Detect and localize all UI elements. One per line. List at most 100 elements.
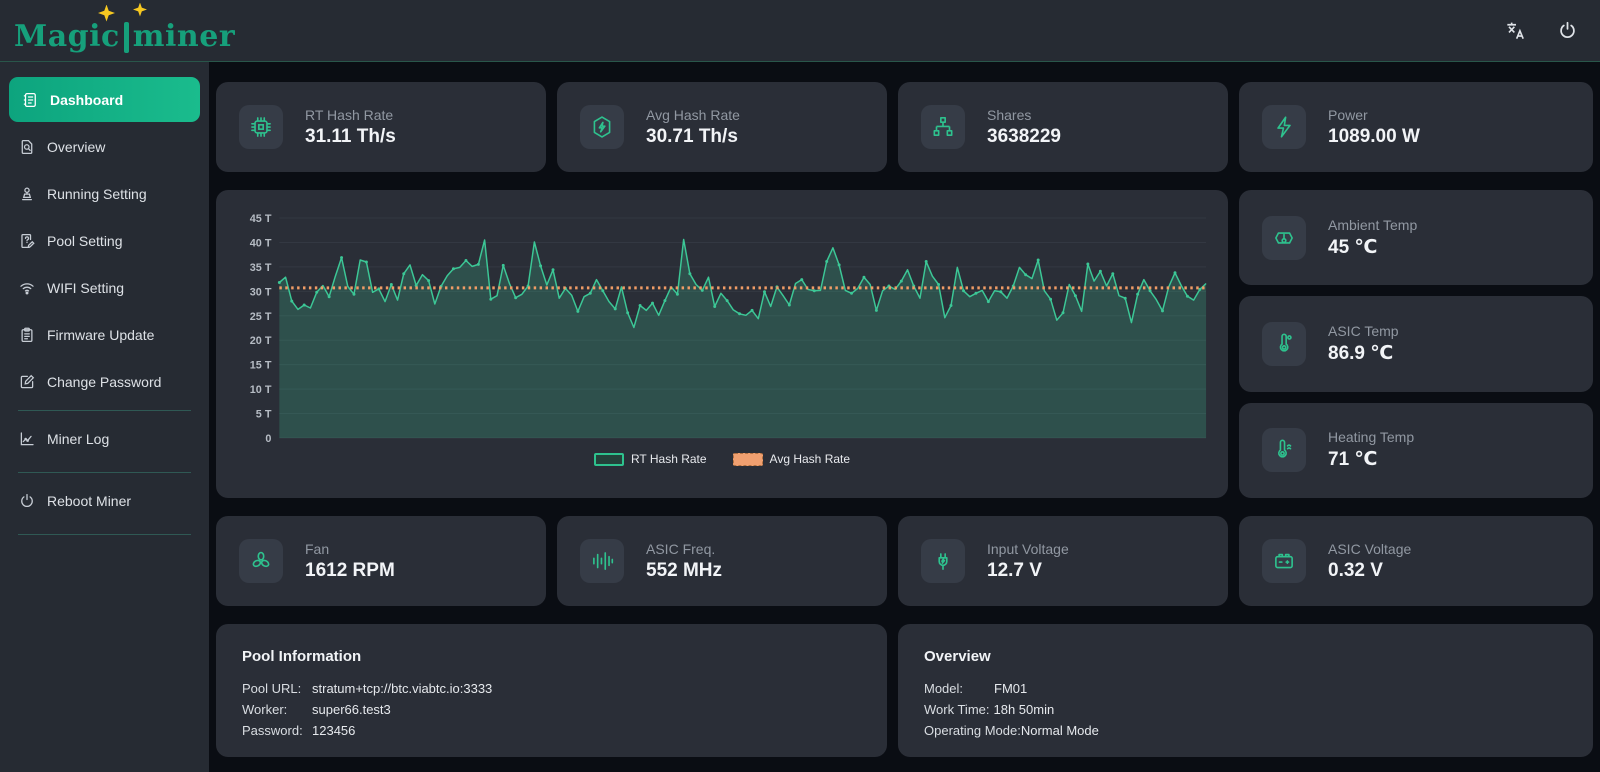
wifi-icon [18,279,36,297]
rt-hash-rate-swatch [594,453,624,466]
legend-label: Avg Hash Rate [770,452,851,466]
app-logo: Magic miner [14,0,235,62]
sidebar: Dashboard Overview Running Setting Pool … [0,62,209,772]
svg-text:15 T: 15 T [250,360,272,372]
stat-label: Fan [305,541,395,557]
sidebar-item-label: Change Password [47,374,161,390]
dashboard-icon [21,91,39,109]
sidebar-item-label: Firmware Update [47,327,154,343]
logo-text-miner: miner [133,12,235,62]
logo-text-magic: Magic [14,12,120,62]
stat-card-shares: Shares 3638229 [898,82,1228,172]
stat-card-input-voltage: Input Voltage 12.7 V [898,516,1228,606]
file-search-icon [18,138,36,156]
stat-card-power: Power 1089.00 W [1239,82,1593,172]
stat-card-fan: Fan 1612 RPM [216,516,546,606]
translate-icon [1504,19,1527,42]
operating-mode-row: Operating Mode: Normal Mode [924,723,1567,738]
chip-icon [239,105,283,149]
sidebar-item-label: Dashboard [50,92,123,108]
reboot-power-icon [18,492,36,510]
thermometer-degree-icon [1262,322,1306,366]
legend-label: RT Hash Rate [631,452,707,466]
sidebar-item-change-password[interactable]: Change Password [0,358,209,405]
edit-square-icon [18,373,36,391]
panel-title: Overview [924,648,1567,665]
pool-url-row: Pool URL: stratum+tcp://btc.viabtc.io:33… [242,681,861,696]
sidebar-item-miner-log[interactable]: Miner Log [0,411,209,467]
stat-card-asic-temp: ASIC Temp 86.9 ℃ [1239,296,1593,391]
model-row: Model: FM01 [924,681,1567,696]
stat-value: 71 ℃ [1328,448,1414,471]
sidebar-item-running-setting[interactable]: Running Setting [0,170,209,217]
sidebar-item-overview[interactable]: Overview [0,123,209,170]
stat-card-heating-temp: Heating Temp 71 ℃ [1239,403,1593,498]
sidebar-item-wifi-setting[interactable]: WIFI Setting [0,264,209,311]
hashrate-chart-card: 05 T10 T15 T20 T25 T30 T35 T40 T45 T RT … [216,190,1228,498]
sidebar-item-label: Overview [47,139,105,155]
sidebar-item-label: Pool Setting [47,233,123,249]
stat-label: Shares [987,107,1061,123]
sidebar-item-label: Miner Log [47,431,109,447]
password-row: Password: 123456 [242,723,861,738]
battery-icon [1262,539,1306,583]
overview-panel: Overview Model: FM01 Work Time: 18h 50mi… [898,624,1593,757]
bolt-icon [1262,105,1306,149]
svg-text:25 T: 25 T [250,311,272,323]
sidebar-item-reboot-miner[interactable]: Reboot Miner [0,473,209,529]
hashrate-chart: 05 T10 T15 T20 T25 T30 T35 T40 T45 T [234,204,1210,446]
svg-text:5 T: 5 T [256,408,272,420]
stat-label: Avg Hash Rate [646,107,740,123]
sidebar-divider [18,534,191,535]
clipboard-icon [18,326,36,344]
svg-text:10 T: 10 T [250,384,272,396]
fan-icon [239,539,283,583]
stat-value: 86.9 ℃ [1328,342,1399,365]
stat-label: Ambient Temp [1328,217,1417,233]
ambient-thermometer-icon [1262,216,1306,260]
network-icon [921,105,965,149]
chart-line-icon [18,430,36,448]
stat-value: 30.71 Th/s [646,126,740,148]
stat-label: Heating Temp [1328,429,1414,445]
language-translate-button[interactable] [1504,19,1527,42]
main-content: RT Hash Rate 31.11 Th/s Avg Hash Rate 30… [209,62,1600,772]
stat-label: ASIC Temp [1328,323,1399,339]
hexagon-bolt-icon [580,105,624,149]
pool-information-panel: Pool Information Pool URL: stratum+tcp:/… [216,624,887,757]
stat-value: 45 ℃ [1328,236,1417,259]
svg-text:20 T: 20 T [250,335,272,347]
sidebar-item-label: Reboot Miner [47,493,131,509]
sidebar-item-label: Running Setting [47,186,147,202]
thermometer-heat-icon [1262,428,1306,472]
stat-card-ambient-temp: Ambient Temp 45 ℃ [1239,190,1593,285]
svg-text:45 T: 45 T [250,213,272,225]
sidebar-item-dashboard[interactable]: Dashboard [9,77,200,122]
power-button[interactable] [1557,20,1578,41]
svg-text:0: 0 [265,433,271,445]
svg-text:30 T: 30 T [250,286,272,298]
magic-wand-icon [124,22,129,53]
stat-value: 12.7 V [987,560,1069,582]
sidebar-item-pool-setting[interactable]: Pool Setting [0,217,209,264]
avg-hash-rate-swatch [733,453,763,466]
stat-card-rt-hash-rate: RT Hash Rate 31.11 Th/s [216,82,546,172]
stat-card-asic-voltage: ASIC Voltage 0.32 V [1239,516,1593,606]
plug-icon [921,539,965,583]
stat-value: 1089.00 W [1328,126,1420,148]
frequency-icon [580,539,624,583]
svg-text:35 T: 35 T [250,262,272,274]
work-time-row: Work Time: 18h 50min [924,702,1567,717]
stat-label: RT Hash Rate [305,107,396,123]
stat-label: Input Voltage [987,541,1069,557]
chart-legend: RT Hash Rate Avg Hash Rate [234,452,1210,466]
panel-title: Pool Information [242,648,861,665]
sidebar-item-firmware-update[interactable]: Firmware Update [0,311,209,358]
legend-item-avg-hash-rate[interactable]: Avg Hash Rate [733,452,851,466]
stat-value: 552 MHz [646,560,722,582]
legend-item-rt-hash-rate[interactable]: RT Hash Rate [594,452,707,466]
stamp-icon [18,185,36,203]
document-edit-icon [18,232,36,250]
stat-card-asic-freq: ASIC Freq. 552 MHz [557,516,887,606]
stat-label: ASIC Freq. [646,541,722,557]
